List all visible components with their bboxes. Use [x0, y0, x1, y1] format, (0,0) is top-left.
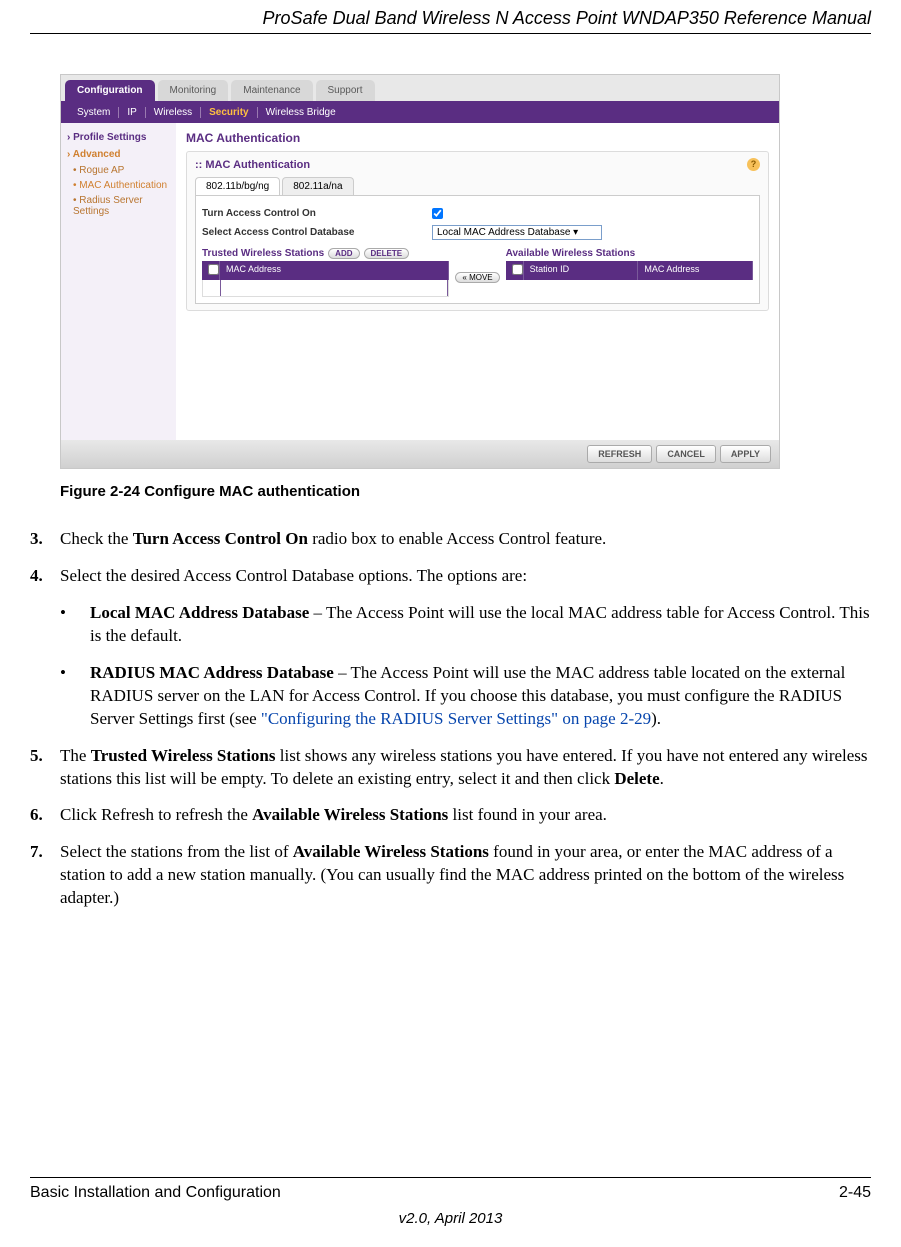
- sidebar-item-label: Radius Server Settings: [73, 195, 143, 217]
- main-title: MAC Authentication: [186, 131, 769, 145]
- text-fragment: radio box to enable Access Control featu…: [308, 529, 606, 548]
- step-number: 7.: [30, 841, 60, 910]
- text-fragment: .: [660, 769, 664, 788]
- radio-tab-na[interactable]: 802.11a/na: [282, 177, 353, 195]
- sub-tab-bar: System IP Wireless Security Wireless Bri…: [61, 101, 779, 123]
- subtab-wireless[interactable]: Wireless: [146, 107, 201, 118]
- text-bold: Local MAC Address Database: [90, 603, 309, 622]
- doc-header-title: ProSafe Dual Band Wireless N Access Poin…: [30, 0, 871, 33]
- subtab-security[interactable]: Security: [201, 107, 257, 118]
- subtab-system[interactable]: System: [69, 107, 119, 118]
- footer-section: Basic Installation and Configuration: [30, 1184, 281, 1202]
- panel-title-label: MAC Authentication: [205, 159, 310, 171]
- tab-support[interactable]: Support: [316, 80, 375, 101]
- available-title: Available Wireless Stations: [506, 248, 636, 259]
- bullet: •: [60, 602, 90, 648]
- page-footer: Basic Installation and Configuration 2-4…: [30, 1177, 871, 1227]
- checkbox-all-available[interactable]: [512, 264, 523, 275]
- header-rule: [30, 33, 871, 34]
- footer-rule: [30, 1177, 871, 1178]
- step-number: 4.: [30, 565, 60, 588]
- step-6-text: Click Refresh to refresh the Available W…: [60, 804, 607, 827]
- step-4a-text: Local MAC Address Database – The Access …: [90, 602, 871, 648]
- ui-footer-bar: REFRESH CANCEL APPLY: [61, 440, 779, 468]
- trusted-row-input[interactable]: [221, 280, 448, 296]
- text-fragment: ).: [651, 709, 661, 728]
- subtab-wireless-bridge[interactable]: Wireless Bridge: [258, 107, 344, 118]
- sidebar-advanced[interactable]: › Advanced: [65, 146, 172, 163]
- sidebar-item-label: MAC Authentication: [79, 180, 167, 191]
- tab-maintenance[interactable]: Maintenance: [231, 80, 312, 101]
- delete-button[interactable]: DELETE: [364, 248, 410, 259]
- text-fragment: Select the stations from the list of: [60, 842, 293, 861]
- text-fragment: The: [60, 746, 91, 765]
- sidebar: › Profile Settings › Advanced • Rogue AP…: [61, 123, 176, 440]
- tab-configuration[interactable]: Configuration: [65, 80, 155, 101]
- trusted-checkbox-header[interactable]: [202, 261, 220, 280]
- text-bold: Available Wireless Stations: [252, 805, 448, 824]
- help-icon[interactable]: ?: [747, 158, 760, 171]
- sidebar-rogue-ap[interactable]: • Rogue AP: [65, 163, 172, 178]
- text-bold: RADIUS MAC Address Database: [90, 663, 334, 682]
- select-database[interactable]: Local MAC Address Database ▾: [432, 225, 602, 240]
- sidebar-mac-auth[interactable]: • MAC Authentication: [65, 178, 172, 193]
- subtab-ip[interactable]: IP: [119, 107, 145, 118]
- refresh-button[interactable]: REFRESH: [587, 445, 652, 463]
- text-fragment: Click Refresh to refresh the: [60, 805, 252, 824]
- text-bold: Trusted Wireless Stations: [91, 746, 276, 765]
- screenshot-figure: Configuration Monitoring Maintenance Sup…: [60, 74, 780, 469]
- step-number: 5.: [30, 745, 60, 791]
- sidebar-radius[interactable]: • Radius Server Settings: [65, 193, 172, 219]
- body-text: 3. Check the Turn Access Control On radi…: [30, 528, 871, 910]
- trusted-row-checkbox[interactable]: [203, 280, 221, 296]
- trusted-col-mac: MAC Address: [220, 261, 449, 280]
- sidebar-label: Profile Settings: [73, 132, 146, 143]
- footer-version: v2.0, April 2013: [30, 1210, 871, 1227]
- sidebar-item-label: Rogue AP: [79, 165, 124, 176]
- top-tab-bar: Configuration Monitoring Maintenance Sup…: [61, 75, 779, 101]
- available-col-station: Station ID: [524, 261, 639, 280]
- link-radius-settings[interactable]: "Configuring the RADIUS Server Settings"…: [261, 709, 651, 728]
- tab-monitoring[interactable]: Monitoring: [158, 80, 229, 101]
- checkbox-access-control[interactable]: [432, 208, 443, 219]
- mac-auth-panel: :: MAC Authentication ? 802.11b/bg/ng 80…: [186, 151, 769, 311]
- figure-caption: Figure 2-24 Configure MAC authentication: [60, 483, 871, 500]
- label-select-db: Select Access Control Database: [202, 227, 432, 238]
- cancel-button[interactable]: CANCEL: [656, 445, 716, 463]
- apply-button[interactable]: APPLY: [720, 445, 771, 463]
- bullet: •: [60, 662, 90, 731]
- text-fragment: Check the: [60, 529, 133, 548]
- step-number: 6.: [30, 804, 60, 827]
- move-button[interactable]: « MOVE: [455, 272, 499, 283]
- step-number: 3.: [30, 528, 60, 551]
- text-bold: Turn Access Control On: [133, 529, 308, 548]
- sidebar-profile-settings[interactable]: › Profile Settings: [65, 129, 172, 146]
- label-access-control: Turn Access Control On: [202, 208, 432, 219]
- trusted-title: Trusted Wireless Stations: [202, 248, 324, 259]
- step-4b-text: RADIUS MAC Address Database – The Access…: [90, 662, 871, 731]
- add-button[interactable]: ADD: [328, 248, 359, 259]
- ui-window: Configuration Monitoring Maintenance Sup…: [60, 74, 780, 469]
- select-value: Local MAC Address Database: [437, 227, 570, 238]
- text-fragment: list found in your area.: [448, 805, 607, 824]
- step-4-text: Select the desired Access Control Databa…: [60, 565, 527, 588]
- text-bold: Delete: [614, 769, 659, 788]
- radio-tab-bg[interactable]: 802.11b/bg/ng: [195, 177, 280, 195]
- available-col-mac: MAC Address: [638, 261, 753, 280]
- text-bold: Available Wireless Stations: [293, 842, 489, 861]
- step-5-text: The Trusted Wireless Stations list shows…: [60, 745, 871, 791]
- step-3-text: Check the Turn Access Control On radio b…: [60, 528, 606, 551]
- footer-page-number: 2-45: [839, 1184, 871, 1202]
- panel-title-text: :: MAC Authentication: [195, 159, 310, 171]
- step-7-text: Select the stations from the list of Ava…: [60, 841, 871, 910]
- available-checkbox-header[interactable]: [506, 261, 524, 280]
- main-panel: MAC Authentication :: MAC Authentication…: [176, 123, 779, 440]
- checkbox-all-trusted[interactable]: [208, 264, 219, 275]
- sidebar-label: Advanced: [73, 149, 121, 160]
